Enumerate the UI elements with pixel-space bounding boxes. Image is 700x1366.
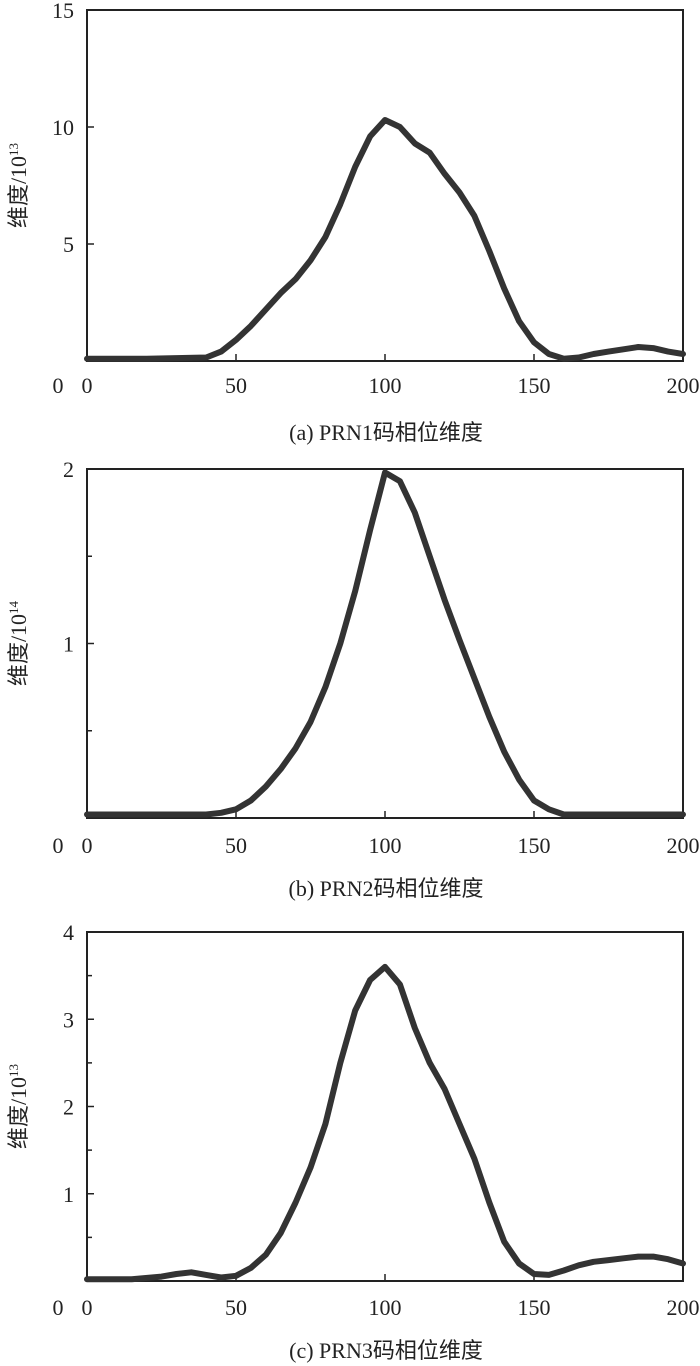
y-tick-label: 5 (63, 232, 74, 257)
chart-panel-1: 0 50 100 150 200 0 5 10 15 维度/1013 (a) PRN1码相位维度 (6, 0, 700, 445)
y-zero-label: 0 (53, 833, 64, 858)
x-tick-label: 200 (667, 1295, 700, 1320)
x-tick-label: 150 (518, 373, 551, 398)
x-tick-label: 100 (369, 373, 402, 398)
x-tick-label: 0 (82, 1295, 93, 1320)
plot-frame (86, 931, 684, 1282)
y-tick-label: 2 (63, 457, 74, 482)
chart-panel-2: 0 50 100 150 200 0 1 2 维度/1014 (b) PRN2码相位维度 (6, 457, 700, 901)
y-axis-label: 维度/1013 (6, 143, 31, 228)
y-tick-label: 10 (52, 115, 74, 140)
y-axis-label: 维度/1014 (6, 600, 31, 686)
x-tick-label: 100 (369, 833, 402, 858)
y-tick-label: 15 (52, 0, 74, 23)
chart-panel-3: 0 50 100 150 200 0 1 2 3 4 维度/1013 (c) PRN3码相位维度 (6, 920, 700, 1363)
chart-caption: (a) PRN1码相位维度 (289, 420, 483, 445)
x-tick-label: 150 (518, 1295, 551, 1320)
series-line (84, 469, 686, 818)
plot-frame (86, 468, 684, 819)
x-tick-label: 200 (667, 373, 700, 398)
x-tick-label: 100 (369, 1295, 402, 1320)
chart-caption: (b) PRN2码相位维度 (289, 876, 484, 901)
series-line (84, 117, 686, 362)
x-tick-label: 0 (82, 373, 93, 398)
x-tick-label: 150 (518, 833, 551, 858)
y-tick-label: 2 (63, 1095, 74, 1120)
y-tick-label: 3 (63, 1007, 74, 1032)
y-tick-label: 4 (63, 920, 74, 945)
y-zero-label: 0 (53, 373, 64, 398)
x-tick-label: 50 (225, 1295, 247, 1320)
series-line (84, 963, 686, 1283)
y-zero-label: 0 (53, 1295, 64, 1320)
y-tick-label: 1 (63, 1182, 74, 1207)
x-tick-label: 200 (667, 833, 700, 858)
chart-caption: (c) PRN3码相位维度 (289, 1338, 483, 1363)
plot-frame (86, 9, 684, 362)
x-tick-label: 50 (225, 833, 247, 858)
x-tick-label: 50 (225, 373, 247, 398)
x-tick-label: 0 (82, 833, 93, 858)
y-axis-label: 维度/1013 (6, 1064, 31, 1149)
y-tick-label: 1 (63, 632, 74, 657)
